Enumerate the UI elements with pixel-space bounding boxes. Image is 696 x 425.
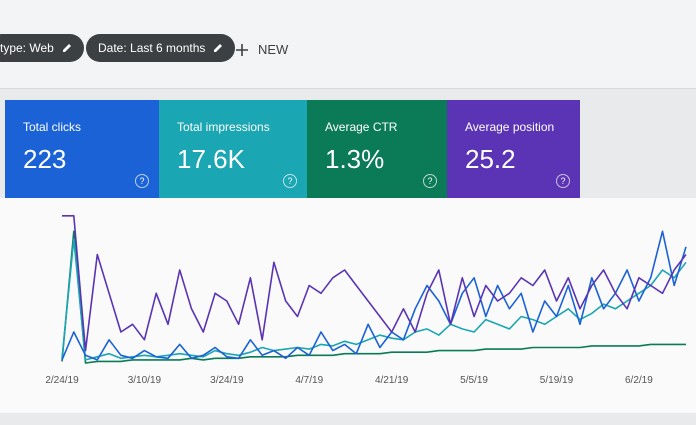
x-tick-label: 5/5/19 — [460, 375, 488, 386]
help-icon: ? — [135, 174, 149, 188]
metric-value: 1.3% — [325, 144, 385, 174]
x-tick-label: 3/24/19 — [210, 375, 244, 386]
series-line — [61, 230, 686, 364]
metric-card[interactable]: Total clicks 223? — [5, 100, 159, 198]
x-tick-label: 4/21/19 — [375, 375, 409, 386]
help-icon: ? — [283, 174, 297, 188]
type-chip[interactable]: type: Web — [0, 34, 84, 62]
toolbar: type: Web Date: Last 6 months NEW — [0, 0, 696, 89]
x-tick-label: 2/24/19 — [45, 375, 79, 386]
pencil-icon — [62, 44, 71, 52]
chart: 2/24/19 3/10/19 3/24/19 4/7/19 4/21/19 5/5/19… — [45, 215, 687, 386]
series-line — [61, 238, 687, 361]
chip-label: type: Web — [0, 41, 54, 55]
help-icon: ? — [556, 174, 570, 188]
date-chip[interactable]: Date: Last 6 months — [86, 34, 236, 62]
metric-label: Average CTR — [325, 120, 398, 134]
new-label: NEW — [258, 42, 289, 57]
metric-value: 25.2 — [465, 144, 516, 174]
metric-label: Average position — [465, 120, 555, 134]
metric-label: Total impressions — [177, 120, 270, 134]
plus-icon — [236, 43, 248, 56]
series-line — [61, 230, 687, 361]
metric-card[interactable]: Average position 25.2? — [447, 100, 580, 198]
chart-panel: 2/24/19 3/10/19 3/24/19 4/7/19 4/21/19 5/5/19… — [0, 198, 696, 413]
metric-value: 223 — [23, 144, 67, 174]
x-tick-label: 5/19/19 — [540, 375, 574, 386]
pencil-icon — [214, 44, 223, 52]
new-button[interactable]: NEW — [236, 42, 288, 57]
help-icon: ? — [423, 174, 437, 188]
x-tick-label: 3/10/19 — [128, 375, 162, 386]
metric-card[interactable]: Total impressions 17.6K? — [159, 100, 307, 198]
metric-value: 17.6K — [177, 144, 245, 174]
x-tick-label: 4/7/19 — [295, 375, 323, 386]
metric-card[interactable]: Average CTR 1.3%? — [307, 100, 447, 198]
metric-label: Total clicks — [23, 120, 82, 134]
chip-label: Date: Last 6 months — [98, 41, 206, 55]
series-line — [62, 215, 687, 352]
x-tick-label: 6/2/19 — [625, 375, 653, 386]
